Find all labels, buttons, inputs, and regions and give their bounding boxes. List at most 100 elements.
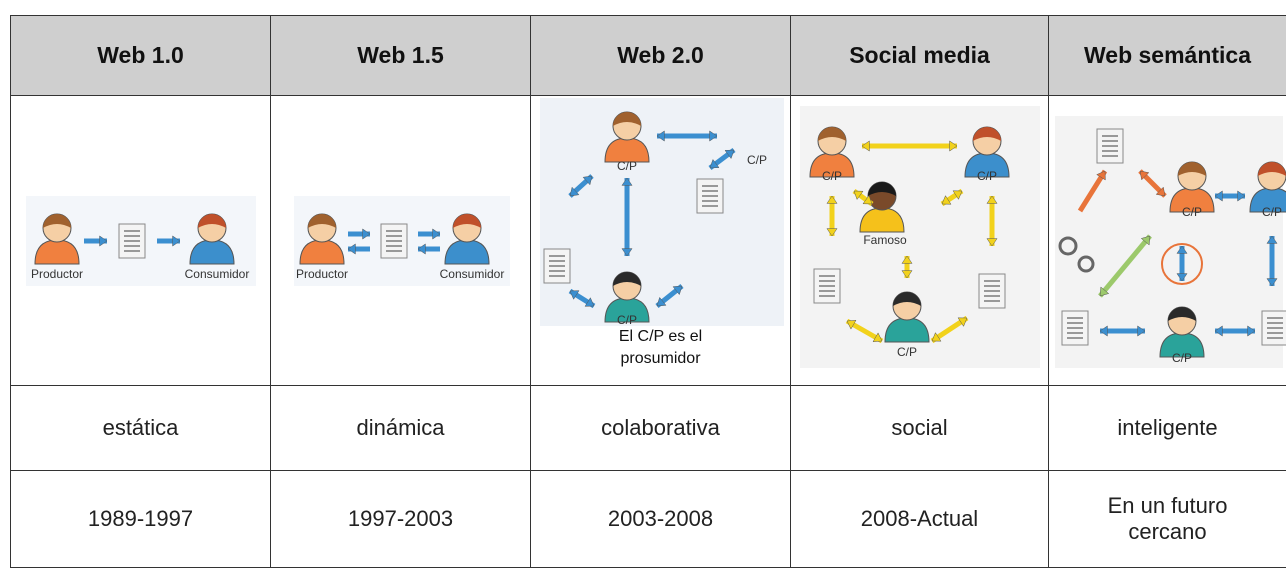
arrow-head	[862, 195, 872, 205]
diagram-label: C/P	[976, 169, 996, 183]
arrow-head	[872, 332, 882, 343]
diagram-label: C/P	[746, 153, 766, 167]
table-cell: 1997-2003	[271, 471, 531, 568]
diagram-label: Famoso	[863, 233, 907, 247]
table-cell: dinámica	[271, 386, 531, 471]
arrow-head	[1099, 325, 1108, 337]
arrow-head	[861, 140, 870, 152]
diagram: C/P C/P Famoso C/P	[799, 106, 1040, 368]
diagram: Productor Consumidor	[293, 196, 510, 286]
table-cell: En un futuro cercano	[1049, 471, 1286, 568]
arrow-head	[582, 175, 592, 186]
arrow-head	[361, 228, 370, 240]
arrow-head	[656, 296, 666, 307]
table: Web 1.0 Web 1.5 Web 2.0 Social media Web sem…	[10, 15, 1286, 568]
arrow-head	[1140, 235, 1150, 246]
diagram: C/P C/P C/P	[539, 98, 784, 327]
arrow-head	[569, 290, 579, 300]
diagram-label: Consumidor	[184, 267, 249, 281]
arrow-head	[1175, 273, 1188, 282]
diagram-label: Productor	[295, 267, 347, 281]
arrow-head	[1139, 170, 1149, 181]
diagram-label: C/P	[1181, 205, 1201, 219]
arrow-head	[1099, 286, 1109, 297]
highlight-ring	[1160, 243, 1203, 285]
diagram-label: C/P	[1261, 205, 1281, 219]
header-cell: Social media	[791, 16, 1049, 96]
arrow-head	[948, 140, 957, 152]
diagram-caption: El C/P es el prosumidor	[618, 328, 703, 367]
arrow-head	[825, 228, 838, 237]
header-cell: Web 1.0	[11, 16, 271, 96]
diagram-label: C/P	[616, 159, 636, 173]
arrow-head	[708, 130, 717, 142]
diagram-cell: C/P C/P Famoso C/P	[791, 96, 1049, 386]
arrow-head	[900, 255, 913, 264]
person-hair	[42, 214, 71, 228]
diagram: C/P C/P C/P	[1054, 116, 1286, 368]
diagram-label: C/P	[896, 345, 916, 359]
arrow-head	[985, 238, 998, 247]
arrow-head	[846, 319, 856, 330]
arrow-head	[941, 195, 951, 205]
diagram-cell: C/P C/P C/P El C/P es el prosumidor	[531, 96, 791, 386]
arrow-head	[1236, 190, 1245, 202]
arrow-head	[1246, 325, 1255, 337]
arrow-head	[853, 190, 863, 200]
arrow-head	[957, 317, 967, 327]
person-hair	[972, 127, 1001, 141]
person-hair	[1177, 162, 1206, 176]
diagram-label: C/P	[616, 313, 636, 327]
arrow-head	[709, 158, 719, 169]
arrow-head	[1095, 170, 1106, 181]
person-hair	[1167, 307, 1196, 321]
table-cell: 2003-2008	[531, 471, 791, 568]
arrow-head	[347, 243, 356, 255]
table-cell: 2008-Actual	[791, 471, 1049, 568]
table-cell: inteligente	[1049, 386, 1286, 471]
arrow-head	[1155, 186, 1165, 197]
diagram-cell: Productor Consumidor	[11, 96, 271, 386]
arrow-head	[620, 177, 633, 186]
arrow-head	[985, 195, 998, 204]
person-hair	[612, 272, 641, 286]
arrow-head	[584, 297, 594, 307]
table-cell: 1989-1997	[11, 471, 271, 568]
table-cell: colaborativa	[531, 386, 791, 471]
arrow-head	[431, 228, 440, 240]
diagram-label: C/P	[821, 169, 841, 183]
header-cell: Web semántica	[1049, 16, 1286, 96]
arrow-head	[1175, 245, 1188, 254]
arrow-shaft	[1097, 234, 1152, 298]
diagram-cell: Productor Consumidor	[271, 96, 531, 386]
arrow-head	[931, 332, 941, 342]
arrow-head	[656, 130, 665, 142]
person-hair	[817, 127, 846, 141]
person-hair	[612, 112, 641, 126]
diagram: Productor Consumidor	[25, 196, 256, 286]
gear-icon	[1058, 236, 1077, 256]
person-hair	[307, 214, 336, 228]
arrow-head	[98, 235, 107, 247]
diagram-label: C/P	[1171, 351, 1191, 365]
arrow-head	[1265, 278, 1278, 287]
arrow-head	[900, 270, 913, 279]
gear-icon	[1077, 255, 1094, 273]
header-cell: Web 2.0	[531, 16, 791, 96]
arrow-head	[724, 149, 734, 160]
arrow-head	[417, 243, 426, 255]
arrow-shaft	[1077, 169, 1107, 213]
arrow-head	[952, 190, 962, 200]
header-cell: Web 1.5	[271, 16, 531, 96]
arrow-head	[1136, 325, 1145, 337]
person-hair	[1257, 162, 1286, 176]
diagram-cell: C/P C/P C/P	[1049, 96, 1286, 386]
arrow-head	[1214, 325, 1223, 337]
person-hair	[867, 182, 896, 196]
person-hair	[197, 214, 226, 228]
table-cell: estática	[11, 386, 271, 471]
table-cell: social	[791, 386, 1049, 471]
arrow-head	[171, 235, 180, 247]
person-hair	[452, 214, 481, 228]
